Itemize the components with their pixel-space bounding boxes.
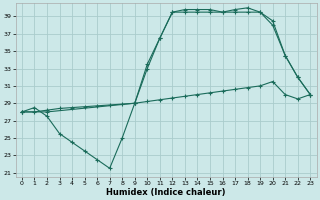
X-axis label: Humidex (Indice chaleur): Humidex (Indice chaleur): [106, 188, 226, 197]
